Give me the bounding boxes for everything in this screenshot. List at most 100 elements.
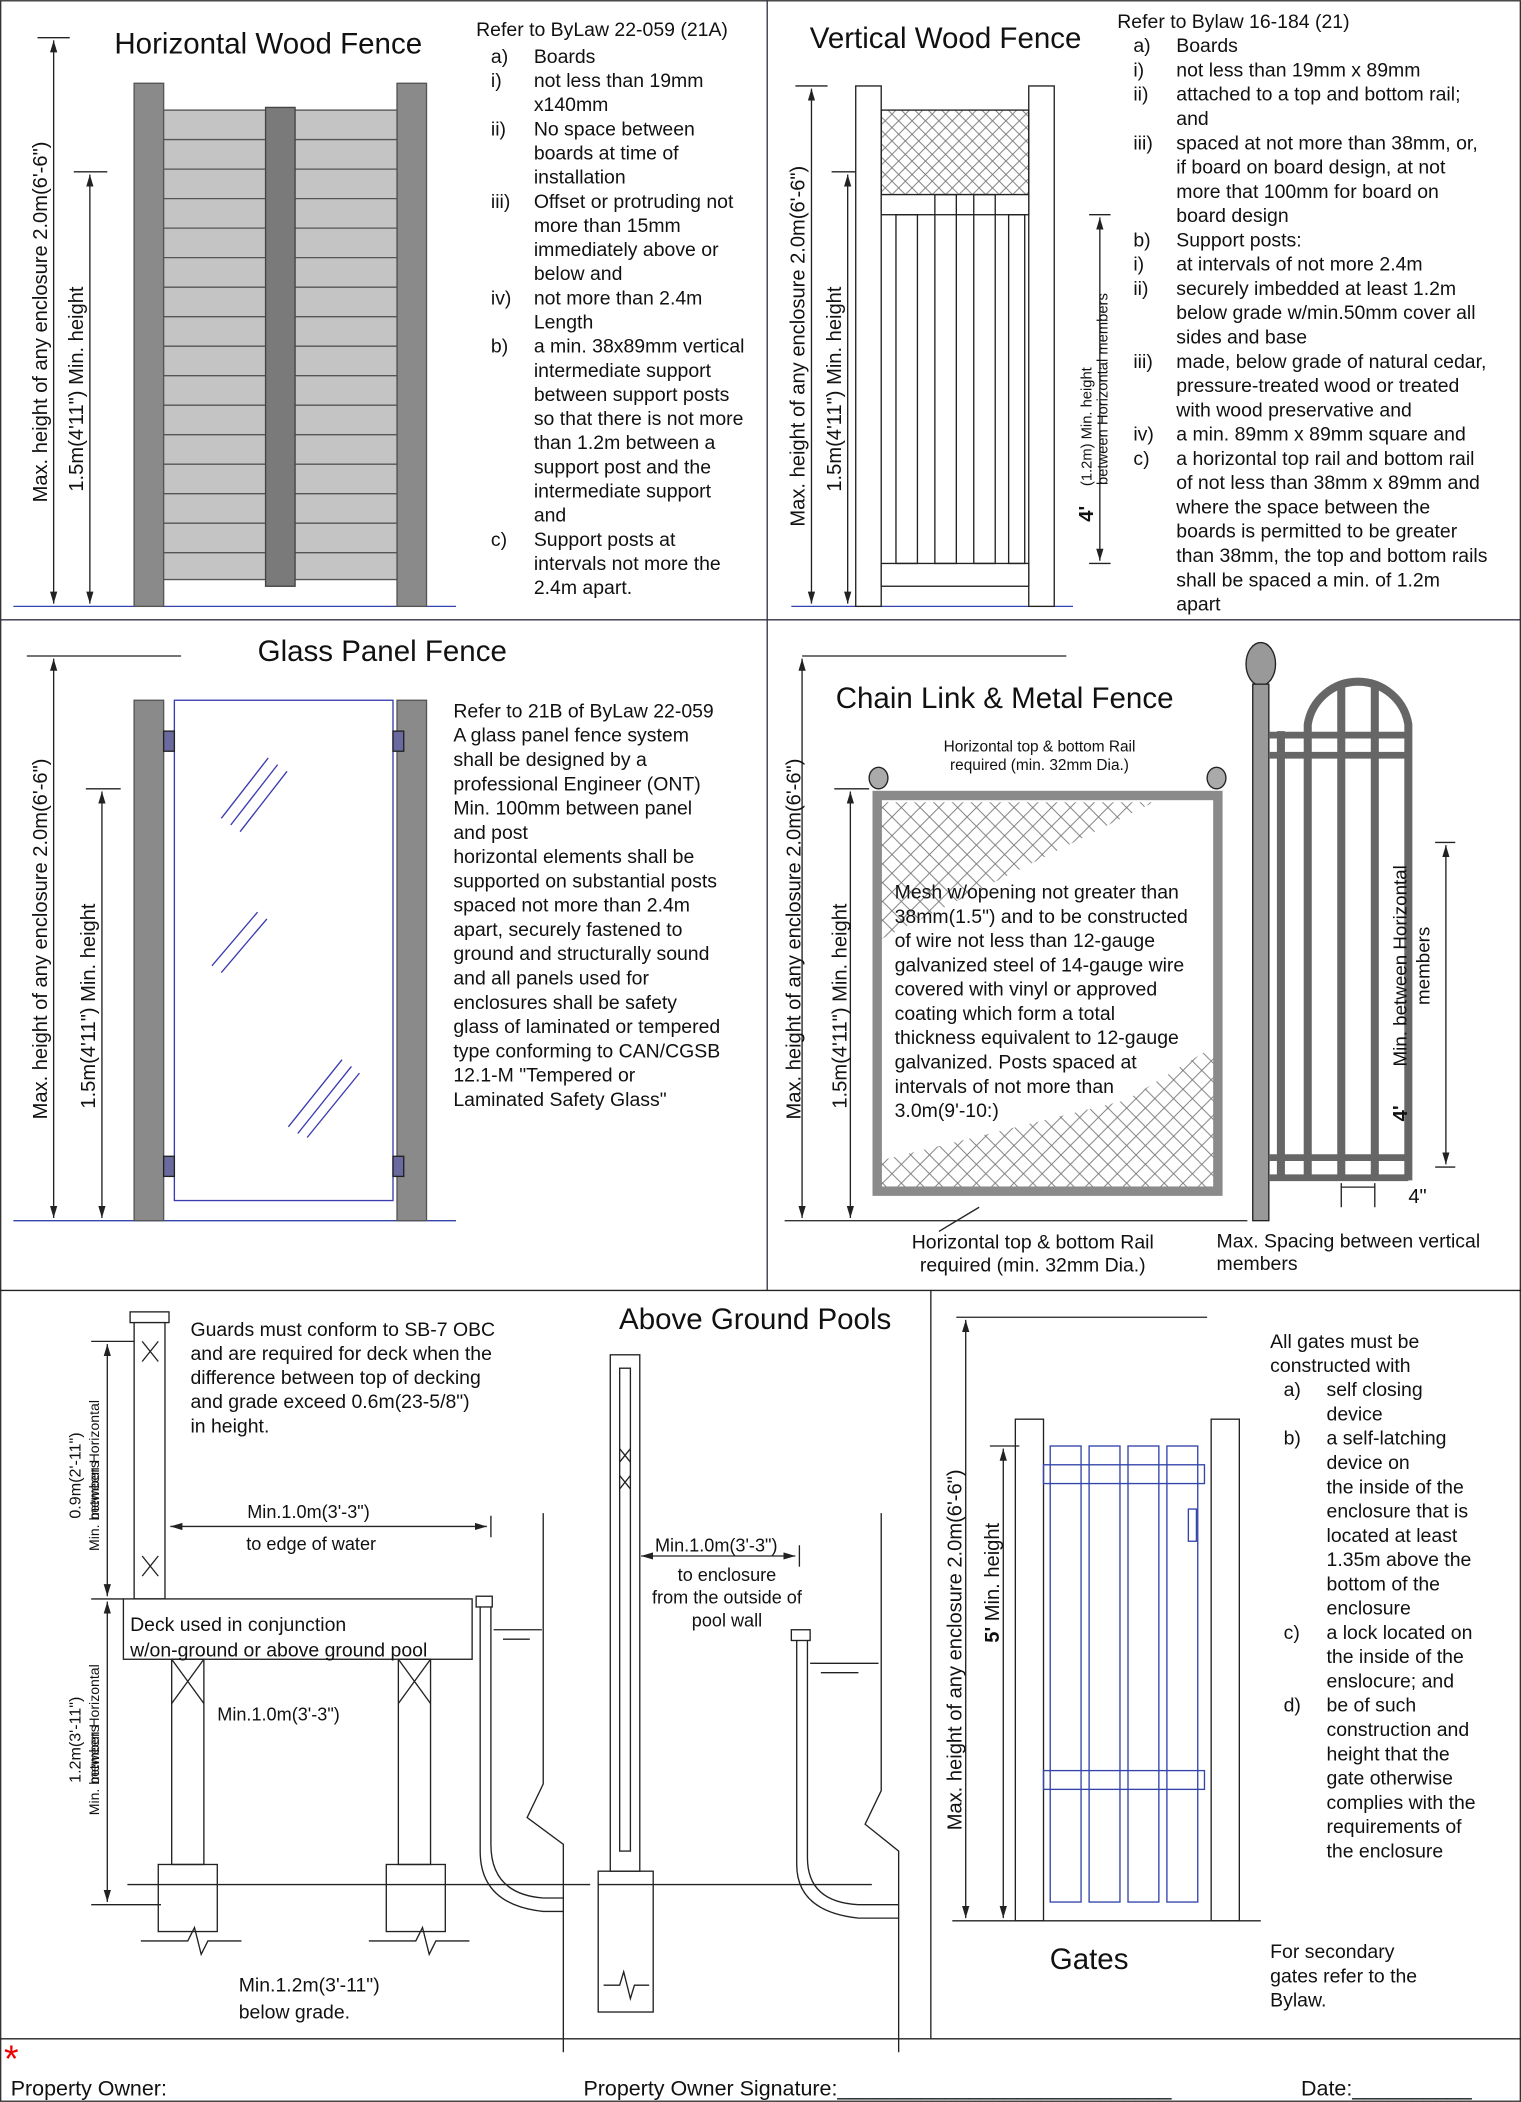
rail-note: Horizontal top & bottom Rail — [944, 738, 1136, 755]
note-text: and — [534, 505, 566, 527]
glass-fence-drawing — [13, 655, 457, 1222]
note-text: shall be designed by a — [453, 749, 647, 771]
note-text: galvanized steel of 14-gauge wire — [895, 954, 1185, 976]
dimension-number: 5' — [982, 1627, 1004, 1643]
rail-note: Horizontal top & bottom Rail — [912, 1232, 1154, 1254]
dimension-note: to enclosure — [678, 1565, 777, 1585]
note-text: Refer to 21B of ByLaw 22-059 — [453, 700, 713, 722]
note-text: in height. — [190, 1415, 269, 1437]
dimension-note: Min. between Horizontal — [86, 1664, 102, 1815]
note-text: be of such — [1327, 1695, 1417, 1717]
note-text: 3.0m(9'-10:) — [895, 1100, 999, 1122]
note-marker: i) — [491, 70, 502, 92]
dimension-label: 4' — [1076, 506, 1098, 522]
note-text: Bylaw. — [1270, 1989, 1326, 2011]
deck-label: w/on-ground or above ground pool — [129, 1639, 427, 1661]
note-text: intermediate support — [534, 360, 712, 382]
note-text: enclosure that is — [1327, 1501, 1469, 1523]
dimension-note: Min.1.2m(3'-11") — [239, 1975, 380, 1997]
note-marker: iii) — [491, 191, 510, 213]
note-text: Boards — [534, 46, 596, 68]
footer-label: Date:__________ — [1301, 2076, 1473, 2100]
note-marker: a) — [491, 46, 508, 68]
note-text: if board on board design, at not — [1176, 157, 1446, 179]
dimension-label: 1.5m(4'11") Min. height — [829, 903, 851, 1109]
note-text: more than 15mm — [534, 215, 681, 237]
note-text: 2.4m apart. — [534, 577, 632, 599]
dimension-label: Max. height of any enclosure 2.0m(6'-6") — [788, 166, 810, 527]
rail-note: required (min. 32mm Dia.) — [920, 1254, 1146, 1276]
panel-title: Glass Panel Fence — [258, 635, 507, 668]
note-text: than 1.2m between a — [534, 432, 716, 454]
note-text: pressure-treated wood or treated — [1176, 375, 1459, 397]
note-text: intervals not more the — [534, 553, 721, 575]
note-text: bottom of the — [1327, 1573, 1440, 1595]
dimension-label: 1.5m(4'11") Min. height — [824, 286, 846, 492]
dimension-note: between Horizontal members — [1096, 293, 1112, 485]
note-text: enclosures shall be safety — [453, 992, 677, 1014]
note-text: galvanized. Posts spaced at — [895, 1051, 1138, 1073]
note-text: boards is permitted to be greater — [1176, 521, 1457, 543]
dimension-label: Max. height of any enclosure 2.0m(6'-6") — [945, 1469, 967, 1830]
note-text: complies with the — [1327, 1792, 1476, 1814]
note-text: sides and base — [1176, 327, 1307, 349]
reference: Refer to ByLaw 22-059 (21A) — [476, 19, 728, 41]
note-text: and post — [453, 822, 528, 844]
note-marker: a) — [1133, 35, 1150, 57]
note-text: gate otherwise — [1327, 1768, 1453, 1790]
note-marker: ii) — [491, 118, 506, 140]
note-text: and are required for deck when the — [190, 1343, 491, 1365]
note-text: a lock located on — [1327, 1622, 1473, 1644]
note-text: Min. 100mm between panel — [453, 798, 692, 820]
footer-label: Property Owner Signature:_______________… — [583, 2076, 1172, 2100]
dimension-label: 4' — [1390, 1105, 1412, 1121]
note-text: 12.1-M "Tempered or — [453, 1065, 635, 1087]
note-text: apart, securely fastened to — [453, 919, 682, 941]
note-text: support post and the — [534, 456, 711, 478]
chain-fence-drawing — [784, 641, 1456, 1232]
note-marker: b) — [1284, 1428, 1301, 1450]
note-text: with wood preservative and — [1175, 399, 1412, 421]
note-text: requirements of — [1327, 1816, 1463, 1838]
dimension-note: members — [86, 1461, 102, 1520]
note-text: not less than 19mm x 89mm — [1176, 59, 1420, 81]
note-text: at intervals of not more 2.4m — [1176, 254, 1422, 276]
note-marker: b) — [1133, 229, 1150, 251]
dimension-label: Min.1.0m(3'-3") — [217, 1704, 339, 1724]
dimension-label: Max. height of any enclosure 2.0m(6'-6") — [30, 759, 52, 1120]
note-text: difference between top of decking — [190, 1367, 480, 1389]
dimension-note: Min. between Horizontal — [1390, 865, 1411, 1066]
note-text: immediately above or — [534, 239, 719, 261]
note-text: the inside of the — [1327, 1476, 1464, 1498]
note-text: covered with vinyl or approved — [895, 979, 1158, 1001]
note-text: below grade w/min.50mm cover all — [1176, 302, 1475, 324]
note-marker: c) — [1133, 448, 1149, 470]
dimension-note: members — [1217, 1253, 1298, 1275]
note-text: Support posts: — [1176, 229, 1301, 251]
note-text: ground and structurally sound — [453, 943, 709, 965]
horizontal-fence-drawing — [13, 37, 457, 608]
note-text: a min. 89mm x 89mm square and — [1176, 424, 1466, 446]
dimension-label: Max. height of any enclosure 2.0m(6'-6") — [30, 142, 52, 503]
note-text: made, below grade of natural cedar, — [1176, 351, 1486, 373]
note-marker: ii) — [1133, 278, 1148, 300]
note-text: For secondary — [1270, 1941, 1395, 1963]
note-text: boards at time of — [534, 143, 679, 165]
note-text: All gates must be — [1270, 1331, 1419, 1353]
note-text: A glass panel fence system — [453, 725, 689, 747]
panel-title: Horizontal Wood Fence — [114, 28, 422, 61]
dimension-label: 1.5m(4'11") Min. height — [78, 903, 100, 1109]
note-text: where the space between the — [1175, 496, 1430, 518]
note-text: thickness equivalent to 12-gauge — [895, 1027, 1179, 1049]
note-text: installation — [534, 167, 626, 189]
note-text: enclosure — [1327, 1598, 1411, 1620]
note-text: spaced not more than 2.4m — [453, 895, 690, 917]
dimension-label: Min.1.0m(3'-3") — [655, 1535, 777, 1555]
note-text: Guards must conform to SB-7 OBC — [190, 1319, 495, 1341]
panel-title: Gates — [1050, 1943, 1129, 1976]
note-text: device on — [1327, 1452, 1410, 1474]
note-text: self closing — [1327, 1379, 1423, 1401]
note-text: located at least — [1327, 1525, 1458, 1547]
